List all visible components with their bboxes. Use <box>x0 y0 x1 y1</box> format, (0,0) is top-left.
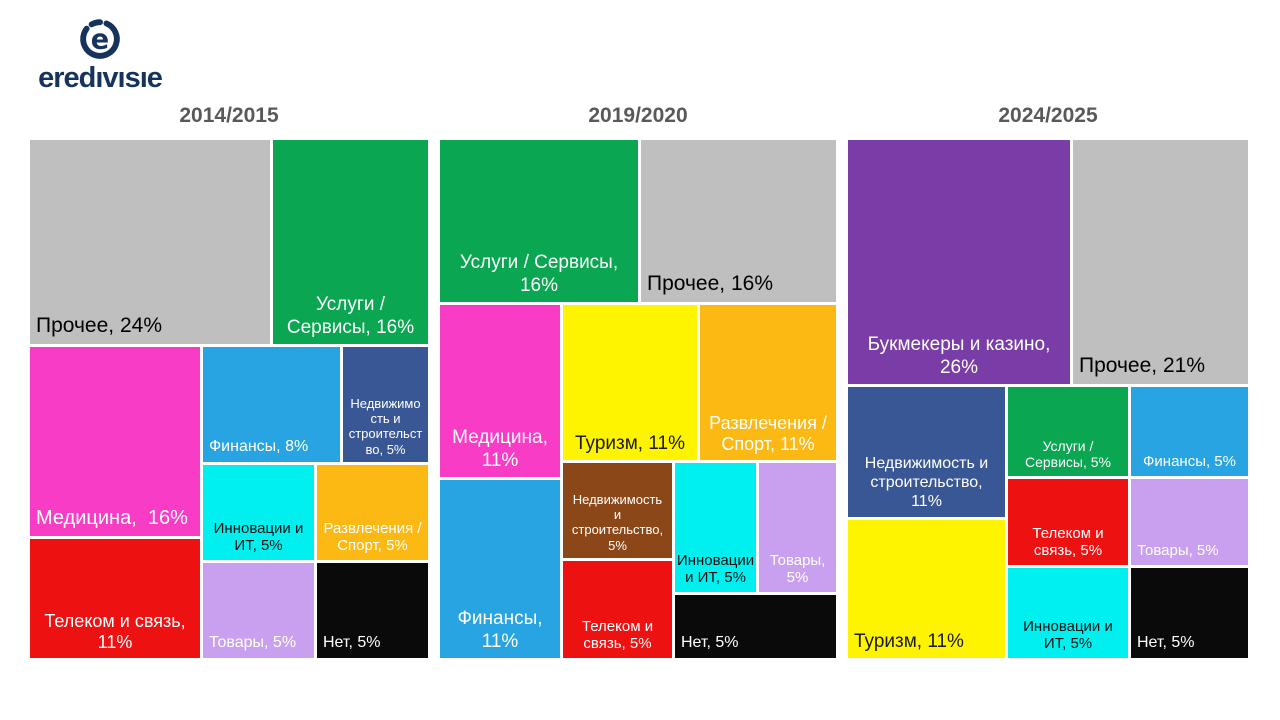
treemap-cell-label-uslugi-servisy: Услуги / Сервисы, 16% <box>459 252 619 296</box>
treemap-cell-label-telekom-svyaz: Телеком и связь, 5% <box>1032 524 1104 560</box>
treemap-cell-innovacii-it: Инновации и ИТ, 5% <box>675 463 756 592</box>
treemap-cell-finansy: Финансы, 11% <box>440 480 560 658</box>
treemap-cell-label-prochee: Прочее, 21% <box>1079 354 1205 378</box>
treemap-cell-tovary: Товары, 5% <box>1131 479 1248 565</box>
season-title-2024-2025: 2024/2025 <box>998 104 1098 127</box>
treemap-cell-label-prochee: Прочее, 16% <box>647 272 773 296</box>
treemap-cell-telekom-svyaz: Телеком и связь, 5% <box>563 561 672 658</box>
treemap-cell-label-telekom-svyaz: Телеком и связь, 5% <box>581 617 654 653</box>
treemap-cell-label-finansy: Финансы, 8% <box>209 438 309 456</box>
eredivisie-wordmark: eredıvısıe <box>38 62 163 94</box>
treemap-cell-label-innovacii-it: Инновации и ИТ, 5% <box>1023 617 1113 653</box>
treemap-cell-nedvizhimost-stroitelstvo: Недвижимо сть и строительст во, 5% <box>343 347 428 462</box>
treemap-cell-label-finansy: Финансы, 11% <box>457 608 543 652</box>
treemap-cell-label-nedvizhimost-stroitelstvo: Недвижимость и строительство, 11% <box>864 455 989 511</box>
treemap-cell-prochee: Прочее, 16% <box>641 140 836 302</box>
treemap-cell-label-razvlecheniya-sport: Развлечения / Спорт, 5% <box>323 519 422 555</box>
treemap-cell-label-net: Нет, 5% <box>681 634 739 652</box>
treemap-cell-net: Нет, 5% <box>317 563 428 658</box>
treemap-cell-telekom-svyaz: Телеком и связь, 11% <box>30 539 200 658</box>
treemap-cell-nedvizhimost-stroitelstvo: Недвижимость и строительство, 5% <box>563 463 672 558</box>
eredivisie-logo: e eredıvısıe <box>30 16 170 93</box>
treemap-cell-label-tovary: Товары, 5% <box>769 551 826 587</box>
treemap-cell-net: Нет, 5% <box>1131 568 1248 658</box>
treemap-cell-label-uslugi-servisy: Услуги / Сервисы, 5% <box>1024 437 1112 471</box>
treemap-2014-2015: Прочее, 24% Услуги / Сервисы, 16% Медицина… <box>30 140 428 658</box>
treemap-cell-medicina: Медицина, 11% <box>440 305 560 477</box>
treemap-cell-razvlecheniya-sport: Развлечения / Спорт, 11% <box>700 305 836 460</box>
treemap-cell-label-medicina: Медицина, 11% <box>452 427 548 471</box>
treemap-cell-uslugi-servisy: Услуги / Сервисы, 16% <box>273 140 428 344</box>
treemap-cell-turizm: Туризм, 11% <box>563 305 697 460</box>
treemap-cell-label-innovacii-it: Инновации и ИТ, 5% <box>213 519 304 555</box>
treemap-cell-bukmekery-kazino: Букмекеры и казино, 26% <box>848 140 1070 384</box>
treemap-cell-finansy: Финансы, 5% <box>1131 387 1248 476</box>
treemap-2019-2020: Услуги / Сервисы, 16% Прочее, 16% Медицина… <box>440 140 836 658</box>
treemap-cell-razvlecheniya-sport: Развлечения / Спорт, 5% <box>317 465 428 560</box>
treemap-2024-2025: Букмекеры и казино, 26% Прочее, 21% Недвиж… <box>848 140 1248 658</box>
treemap-cell-prochee: Прочее, 21% <box>1073 140 1248 384</box>
treemap-cell-nedvizhimost-stroitelstvo: Недвижимость и строительство, 11% <box>848 387 1005 517</box>
treemap-cell-label-turizm: Туризм, 11% <box>575 432 685 454</box>
treemap-cell-label-net: Нет, 5% <box>1137 634 1195 652</box>
eredivisie-circle-e-icon: e <box>80 19 120 59</box>
treemap-cell-medicina: Медицина, 16% <box>30 347 200 536</box>
treemap-cell-tovary: Товары, 5% <box>203 563 314 658</box>
treemap-cell-label-bukmekery-kazino: Букмекеры и казино, 26% <box>867 334 1051 378</box>
treemap-cell-net: Нет, 5% <box>675 595 836 658</box>
treemap-cell-label-turizm: Туризм, 11% <box>854 630 964 652</box>
treemap-cell-telekom-svyaz: Телеком и связь, 5% <box>1008 479 1128 565</box>
season-title-2019-2020: 2019/2020 <box>588 104 688 127</box>
treemap-cell-label-innovacii-it: Инновации и ИТ, 5% <box>676 551 755 587</box>
treemap-cell-finansy: Финансы, 8% <box>203 347 340 462</box>
treemap-cell-label-razvlecheniya-sport: Развлечения / Спорт, 11% <box>709 412 827 454</box>
treemap-cell-tovary: Товары, 5% <box>759 463 836 592</box>
treemap-cell-label-nedvizhimost-stroitelstvo: Недвижимость и строительство, 5% <box>571 491 664 553</box>
treemap-cell-uslugi-servisy: Услуги / Сервисы, 5% <box>1008 387 1128 476</box>
treemap-cell-label-tovary: Товары, 5% <box>209 634 297 652</box>
treemap-cell-label-tovary: Товары, 5% <box>1137 542 1219 560</box>
treemap-cell-label-uslugi-servisy: Услуги / Сервисы, 16% <box>286 294 415 338</box>
treemap-cell-label-prochee: Прочее, 24% <box>36 314 162 338</box>
treemap-cell-innovacii-it: Инновации и ИТ, 5% <box>203 465 314 560</box>
treemap-cell-prochee: Прочее, 24% <box>30 140 270 344</box>
treemap-cell-turizm: Туризм, 11% <box>848 520 1005 658</box>
treemap-cell-label-telekom-svyaz: Телеком и связь, 11% <box>44 610 186 652</box>
svg-text:e: e <box>91 25 109 56</box>
treemap-cell-label-nedvizhimost-stroitelstvo: Недвижимо сть и строительст во, 5% <box>348 395 423 457</box>
treemap-cell-label-finansy: Финансы, 5% <box>1143 453 1236 471</box>
season-title-2014-2015: 2014/2015 <box>179 104 279 127</box>
treemap-cell-label-net: Нет, 5% <box>323 634 381 652</box>
treemap-cell-label-medicina: Медицина, 16% <box>36 507 188 530</box>
treemap-cell-uslugi-servisy: Услуги / Сервисы, 16% <box>440 140 638 302</box>
treemap-cell-innovacii-it: Инновации и ИТ, 5% <box>1008 568 1128 658</box>
